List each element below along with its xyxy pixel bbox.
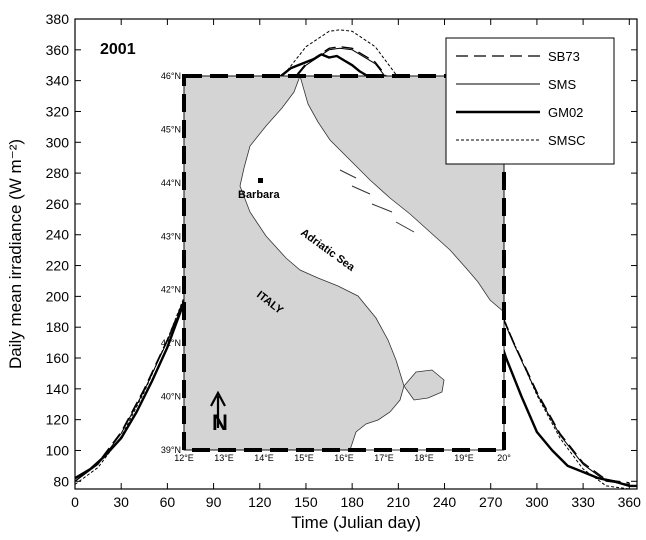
y-tick-label: 280 xyxy=(46,165,70,181)
x-tick-label: 30 xyxy=(113,494,129,510)
y-tick-label: 340 xyxy=(46,73,70,89)
map-lon-label: 12°E xyxy=(174,453,194,463)
legend: SB73 SMS GM02 SMSC xyxy=(445,37,615,165)
map-lat-label: 45°N xyxy=(161,124,181,134)
x-tick-label: 330 xyxy=(571,494,595,510)
map-lat-label: 43°N xyxy=(161,231,181,241)
italy-land xyxy=(183,75,405,451)
map-lon-label: 15°E xyxy=(294,453,314,463)
y-tick-label: 320 xyxy=(46,103,70,119)
y-tick-label: 140 xyxy=(46,381,70,397)
x-tick-label: 0 xyxy=(71,494,79,510)
y-tick-label: 220 xyxy=(46,258,70,274)
y-axis-ticks: 80 100 120 140 160 180 200 220 240 260 280 300 320 34… xyxy=(46,11,637,489)
map-lon-label: 19°E xyxy=(454,453,474,463)
series-line-sms xyxy=(74,47,630,485)
y-axis-title: Daily mean irradiance (W m⁻²) xyxy=(6,139,25,369)
y-tick-label: 240 xyxy=(46,227,70,243)
map-latitude-ticks: 46°N 45°N 44°N 43°N 42°N 41°N 40°N 39°N xyxy=(161,71,181,455)
x-tick-label: 90 xyxy=(206,494,222,510)
y-tick-label: 200 xyxy=(46,288,70,304)
map-lat-label: 42°N xyxy=(161,285,181,295)
y-tick-label: 80 xyxy=(53,473,69,489)
x-tick-label: 120 xyxy=(248,494,272,510)
y-tick-label: 260 xyxy=(46,196,70,212)
map-lat-label: 41°N xyxy=(161,338,181,348)
legend-label: SMS xyxy=(548,77,577,92)
croatian-islands xyxy=(339,169,415,233)
x-tick-label: 300 xyxy=(525,494,549,510)
x-tick-label: 180 xyxy=(340,494,364,510)
map-lon-label: 14°E xyxy=(254,453,274,463)
map-longitude-ticks: 12°E 13°E 14°E 15°E 16°E 17°E 18°E 19°E 20° xyxy=(174,453,511,463)
series-line-smsc xyxy=(74,29,630,490)
legend-label: SMSC xyxy=(548,133,586,148)
map-lon-label: 17°E xyxy=(374,453,394,463)
legend-label: SB73 xyxy=(548,49,580,64)
x-tick-label: 270 xyxy=(479,494,503,510)
map-lon-label: 20° xyxy=(497,453,511,463)
map-lat-label: 46°N xyxy=(161,71,181,81)
map-lon-label: 13°E xyxy=(214,453,234,463)
series-line-sb73 xyxy=(74,46,630,484)
x-tick-label: 240 xyxy=(433,494,457,510)
x-axis-ticks: 0 30 60 90 120 150 180 210 240 270 300 330 360 xyxy=(71,19,641,510)
y-tick-label: 380 xyxy=(46,11,70,27)
inset-map-inner-border xyxy=(183,75,505,451)
x-tick-label: 360 xyxy=(618,494,642,510)
map-lon-label: 18°E xyxy=(414,453,434,463)
x-axis-title: Time (Julian day) xyxy=(291,513,421,532)
plot-frame xyxy=(74,18,638,490)
y-tick-label: 120 xyxy=(46,412,70,428)
north-arrow-icon xyxy=(210,390,226,428)
year-annotation: 2001 xyxy=(100,41,136,58)
map-lat-label: 44°N xyxy=(161,178,181,188)
italy-heel xyxy=(403,369,445,401)
x-tick-label: 60 xyxy=(160,494,176,510)
y-tick-label: 160 xyxy=(46,350,70,366)
y-tick-label: 180 xyxy=(46,319,70,335)
y-tick-label: 100 xyxy=(46,442,70,458)
y-tick-label: 300 xyxy=(46,134,70,150)
map-lon-label: 16°E xyxy=(334,453,354,463)
legend-label: GM02 xyxy=(548,105,583,120)
x-tick-label: 210 xyxy=(387,494,411,510)
x-tick-label: 150 xyxy=(294,494,318,510)
map-lat-label: 39°N xyxy=(161,445,181,455)
station-label: Barbara xyxy=(238,189,280,201)
north-label: N xyxy=(212,410,228,435)
barbara-station-marker xyxy=(258,178,263,183)
legend-box xyxy=(445,37,615,165)
map-lat-label: 40°N xyxy=(161,392,181,402)
y-tick-label: 360 xyxy=(46,42,70,58)
